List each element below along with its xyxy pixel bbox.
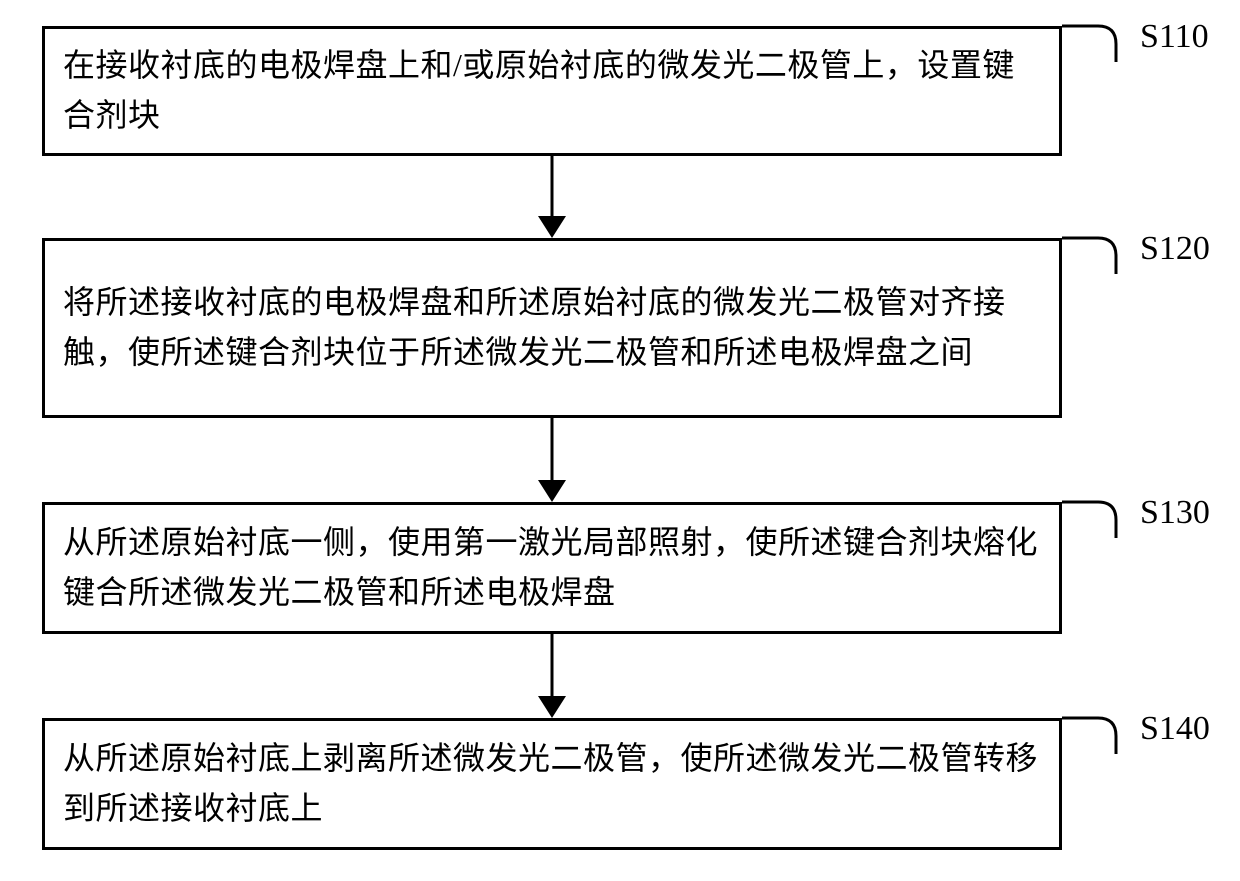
arrow-s120-s130 [538,418,566,504]
bracket-s110 [1062,8,1134,68]
arrow-s130-s140 [538,634,566,720]
step-text-s110: 在接收衬底的电极焊盘上和/或原始衬底的微发光二极管上，设置键合剂块 [63,41,1041,140]
step-label-s130: S130 [1140,494,1210,532]
bracket-s120 [1062,220,1134,280]
step-box-s110: 在接收衬底的电极焊盘上和/或原始衬底的微发光二极管上，设置键合剂块 [42,26,1062,156]
arrow-s110-s120 [538,156,566,240]
step-label-s140: S140 [1140,710,1210,748]
bracket-s140 [1062,700,1134,760]
bracket-s130 [1062,484,1134,544]
step-text-s140: 从所述原始衬底上剥离所述微发光二极管，使所述微发光二极管转移到所述接收衬底上 [63,734,1041,833]
step-label-s110: S110 [1140,18,1209,56]
step-text-s120: 将所述接收衬底的电极焊盘和所述原始衬底的微发光二极管对齐接触，使所述键合剂块位于… [63,278,1041,377]
step-box-s140: 从所述原始衬底上剥离所述微发光二极管，使所述微发光二极管转移到所述接收衬底上 [42,718,1062,850]
step-box-s130: 从所述原始衬底一侧，使用第一激光局部照射，使所述键合剂块熔化键合所述微发光二极管… [42,502,1062,634]
step-text-s130: 从所述原始衬底一侧，使用第一激光局部照射，使所述键合剂块熔化键合所述微发光二极管… [63,518,1041,617]
flowchart-canvas: 在接收衬底的电极焊盘上和/或原始衬底的微发光二极管上，设置键合剂块 S110 将… [0,0,1240,881]
step-box-s120: 将所述接收衬底的电极焊盘和所述原始衬底的微发光二极管对齐接触，使所述键合剂块位于… [42,238,1062,418]
step-label-s120: S120 [1140,230,1210,268]
